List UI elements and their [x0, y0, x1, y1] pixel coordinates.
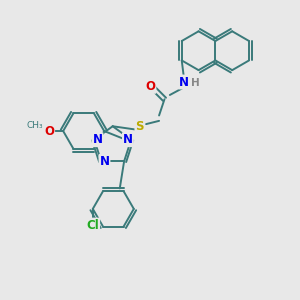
Text: N: N	[123, 133, 133, 146]
Text: CH₃: CH₃	[27, 121, 44, 130]
Text: Cl: Cl	[86, 219, 99, 232]
Text: O: O	[44, 124, 54, 137]
Text: N: N	[179, 76, 189, 88]
Text: H: H	[191, 78, 200, 88]
Text: N: N	[92, 133, 102, 146]
Text: S: S	[135, 120, 144, 133]
Text: O: O	[146, 80, 155, 93]
Text: N: N	[100, 155, 110, 168]
